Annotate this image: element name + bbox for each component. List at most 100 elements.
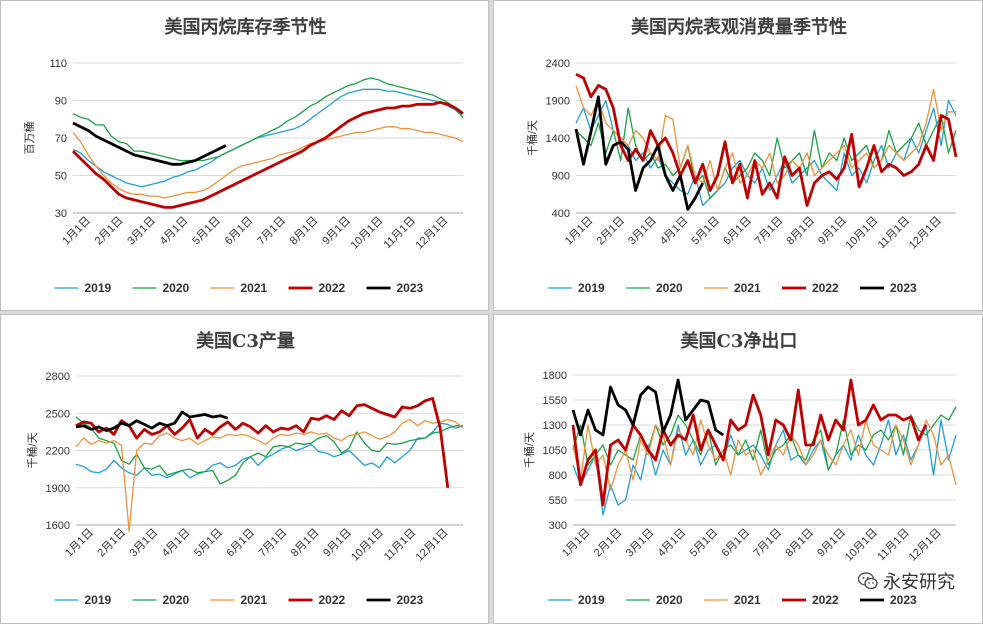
chart-panel-propane-consumption: 美国丙烷表观消费量季节性 400 900 1400 1900 2400 千桶/天 1月1日 2月… xyxy=(493,0,983,311)
y-tick-label: 2400 xyxy=(546,58,570,70)
y-axis-label: 千桶/天 xyxy=(525,120,539,156)
y-tick-label: 1550 xyxy=(543,395,567,407)
x-tick-label: 3月1日 xyxy=(125,215,158,248)
chart-panel-c3-net-export: 美国C3净出口 300 550 800 1050 1300 1550 1800 千桶/天 1月1日… xyxy=(493,314,983,624)
series-line-2022 xyxy=(575,73,958,207)
legend-label: 2019 xyxy=(85,281,112,295)
y-axis-label: 千桶/天 xyxy=(522,432,536,468)
x-tick-label: 4月1日 xyxy=(658,215,691,248)
legend-label: 2019 xyxy=(578,593,605,607)
y-tick-label: 2800 xyxy=(46,371,70,383)
series-line-2023 xyxy=(75,410,229,432)
x-tick-label: 8月1日 xyxy=(783,527,816,560)
series-line-2022 xyxy=(72,101,464,209)
legend-label: 2023 xyxy=(397,281,424,295)
x-tick-label: 6月1日 xyxy=(720,527,753,560)
y-tick-label: 1050 xyxy=(543,445,567,457)
chart-svg: 美国丙烷表观消费量季节性400900140019002400千桶/天1月1日2月… xyxy=(525,16,958,295)
legend-label: 2022 xyxy=(812,281,839,295)
y-axis-label: 百万桶 xyxy=(22,122,36,155)
watermark-text: 永安研究 xyxy=(883,572,955,593)
x-tick-label: 2月1日 xyxy=(95,527,128,560)
y-axis-label: 千桶/天 xyxy=(25,432,39,468)
y-tick-label: 550 xyxy=(549,495,567,507)
x-tick-label: 11月1日 xyxy=(876,215,912,251)
series-line-2023 xyxy=(571,378,724,437)
legend-label: 2023 xyxy=(397,593,424,607)
x-tick-label: 7月1日 xyxy=(753,215,786,248)
x-tick-label: 10月1日 xyxy=(348,215,385,252)
y-tick-label: 2200 xyxy=(46,446,70,458)
legend-label: 2023 xyxy=(890,593,917,607)
y-tick-label: 2500 xyxy=(46,408,70,420)
x-tick-label: 5月1日 xyxy=(690,215,723,248)
legend-label: 2021 xyxy=(734,593,761,607)
x-tick-label: 10月1日 xyxy=(844,215,881,252)
x-tick-label: 12月1日 xyxy=(414,527,451,564)
x-tick-label: 12月1日 xyxy=(413,215,450,252)
wechat-icon xyxy=(857,572,878,590)
x-tick-label: 3月1日 xyxy=(624,527,657,560)
x-tick-label: 5月1日 xyxy=(190,215,223,248)
legend-label: 2022 xyxy=(812,593,839,607)
series-line-2023 xyxy=(72,121,227,166)
series-line-2021 xyxy=(572,419,957,491)
x-tick-label: 8月1日 xyxy=(289,527,322,560)
y-tick-label: 400 xyxy=(552,208,570,220)
series-line-2019 xyxy=(75,422,464,479)
x-tick-label: 12月1日 xyxy=(907,527,944,564)
series-line-2023 xyxy=(574,95,704,211)
x-tick-label: 3月1日 xyxy=(626,215,659,248)
y-tick-label: 1900 xyxy=(546,96,570,108)
y-tick-label: 900 xyxy=(552,171,570,183)
x-tick-label: 6月1日 xyxy=(223,215,256,248)
x-tick-label: 10月1日 xyxy=(843,527,880,564)
legend-label: 2023 xyxy=(890,281,917,295)
legend-label: 2021 xyxy=(241,593,268,607)
legend-label: 2022 xyxy=(319,281,346,295)
chart-title: 美国C3产量 xyxy=(196,330,295,352)
series-line-2020 xyxy=(572,406,957,471)
y-tick-label: 1800 xyxy=(543,370,567,382)
chart-svg: 美国C3净出口3005508001050130015501800千桶/天1月1日… xyxy=(522,330,957,607)
series-line-2020 xyxy=(72,77,464,162)
x-tick-label: 5月1日 xyxy=(688,527,721,560)
y-tick-label: 70 xyxy=(55,133,67,145)
legend-label: 2019 xyxy=(578,281,605,295)
series-line-2022 xyxy=(571,378,928,507)
series-line-2021 xyxy=(72,126,464,199)
chart-title: 美国丙烷表观消费量季节性 xyxy=(631,16,847,38)
x-tick-label: 12月1日 xyxy=(907,215,944,252)
x-tick-label: 11月1日 xyxy=(875,527,911,563)
series-line-2021 xyxy=(575,85,956,192)
y-tick-label: 1600 xyxy=(46,520,70,532)
x-tick-label: 10月1日 xyxy=(349,527,386,564)
x-tick-label: 4月1日 xyxy=(158,215,191,248)
watermark: 永安研究 xyxy=(857,568,955,594)
y-tick-label: 300 xyxy=(549,520,567,532)
x-tick-label: 4月1日 xyxy=(160,527,193,560)
series-line-2019 xyxy=(72,88,464,188)
y-tick-label: 30 xyxy=(55,208,67,220)
x-tick-label: 3月1日 xyxy=(128,527,161,560)
x-tick-label: 2月1日 xyxy=(93,215,126,248)
x-tick-label: 8月1日 xyxy=(785,215,818,248)
x-tick-label: 2月1日 xyxy=(595,215,628,248)
legend-label: 2020 xyxy=(656,281,683,295)
legend-label: 2021 xyxy=(734,281,761,295)
y-tick-label: 50 xyxy=(55,171,67,183)
legend-label: 2020 xyxy=(656,593,683,607)
y-tick-label: 800 xyxy=(549,470,567,482)
x-tick-label: 7月1日 xyxy=(257,527,290,560)
chart-panel-c3-production: 美国C3产量 1600 1900 2200 2500 2800 千桶/天 1月1日 2月1日 3月… xyxy=(0,314,489,624)
y-tick-label: 1400 xyxy=(546,133,570,145)
legend-label: 2021 xyxy=(241,281,268,295)
series-line-2020 xyxy=(75,416,463,485)
y-tick-label: 1300 xyxy=(543,420,567,432)
x-tick-label: 4月1日 xyxy=(656,527,689,560)
legend-label: 2022 xyxy=(319,593,346,607)
x-tick-label: 6月1日 xyxy=(224,527,257,560)
y-tick-label: 1900 xyxy=(46,483,70,495)
